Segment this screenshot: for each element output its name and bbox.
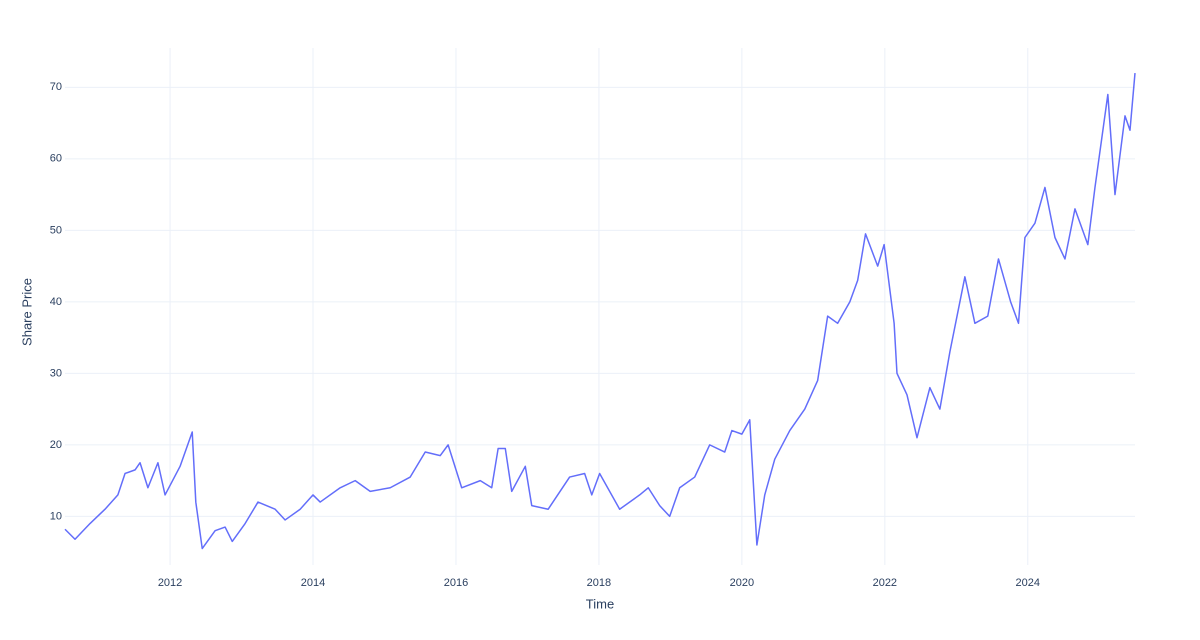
y-tick-label: 60 bbox=[50, 153, 62, 165]
y-tick-label: 20 bbox=[50, 439, 62, 451]
y-tick-label: 40 bbox=[50, 296, 62, 308]
x-tick-label: 2022 bbox=[873, 577, 897, 589]
x-tick-label: 2024 bbox=[1016, 577, 1040, 589]
y-axis-title: Share Price bbox=[19, 278, 34, 346]
y-tick-label: 50 bbox=[50, 224, 62, 236]
y-tick-label: 10 bbox=[50, 510, 62, 522]
x-tick-label: 2018 bbox=[587, 577, 611, 589]
x-tick-label: 2016 bbox=[444, 577, 468, 589]
x-axis-title: Time bbox=[586, 596, 614, 611]
y-tick-label: 70 bbox=[50, 81, 62, 93]
x-tick-label: 2014 bbox=[301, 577, 325, 589]
x-tick-label: 2020 bbox=[730, 577, 754, 589]
x-tick-label: 2012 bbox=[158, 577, 182, 589]
price-line bbox=[64, 72, 1136, 550]
y-tick-label: 30 bbox=[50, 367, 62, 379]
